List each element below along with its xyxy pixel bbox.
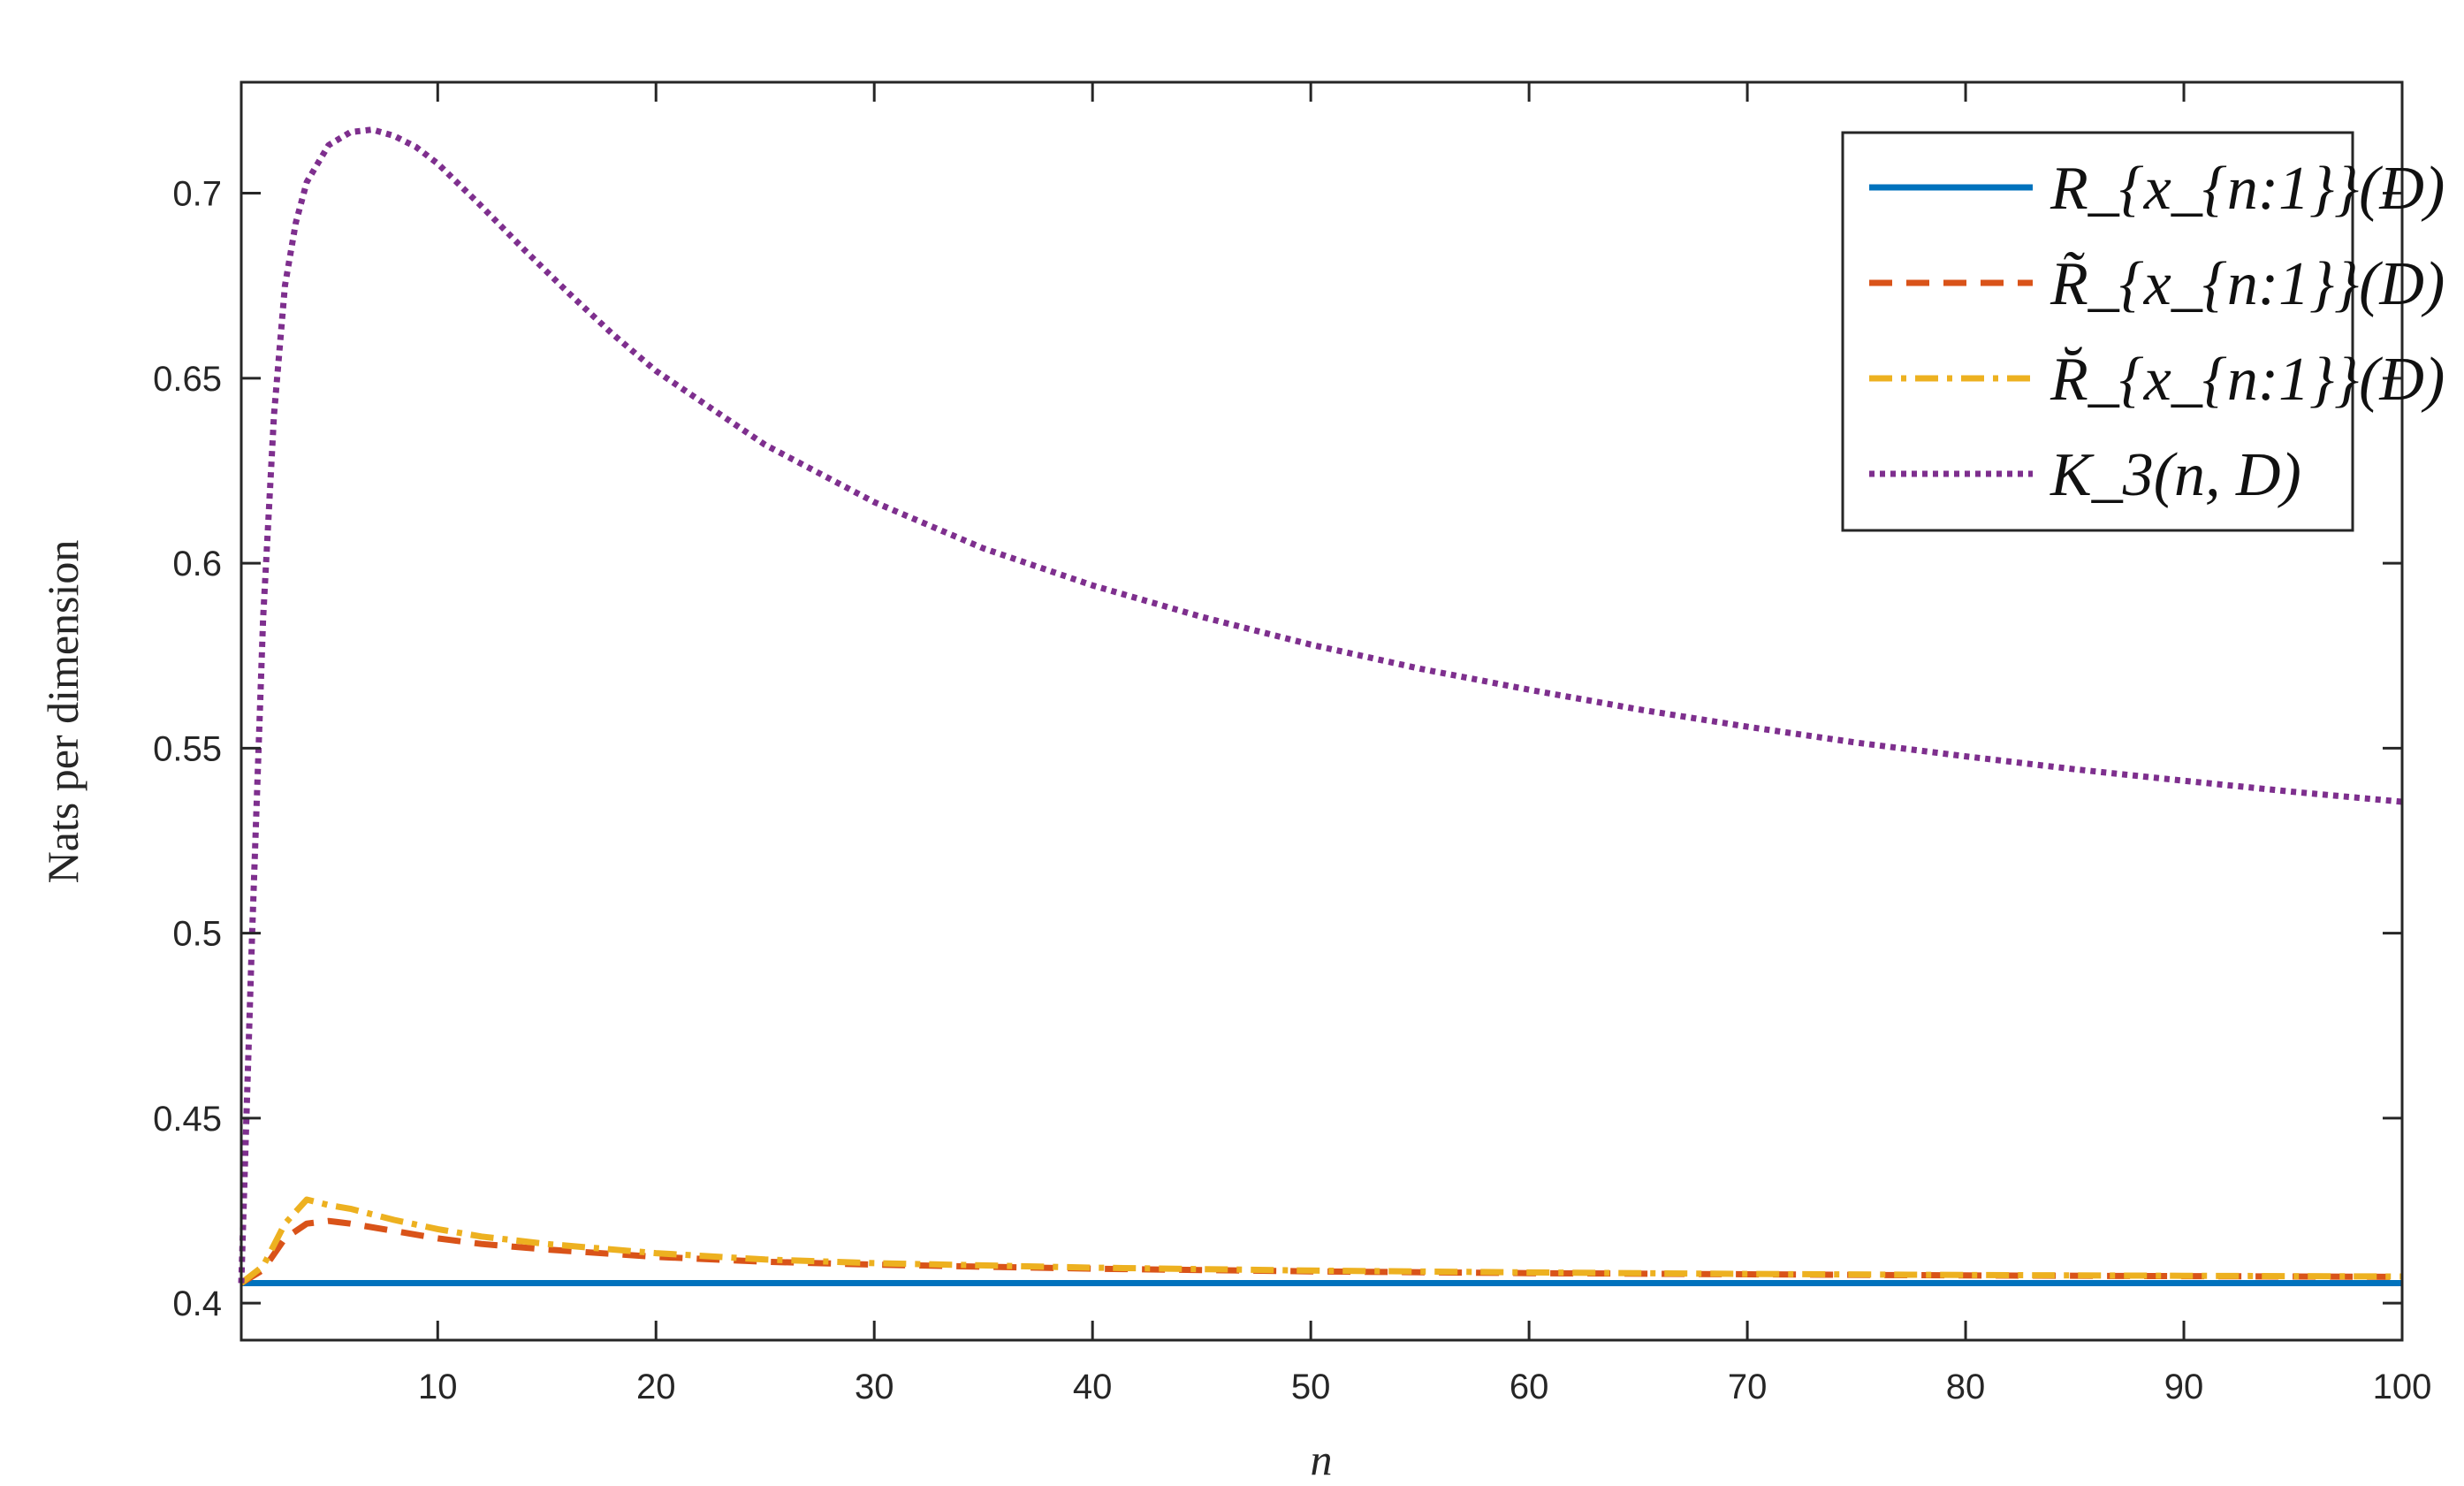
x-axis-label: n — [1311, 1435, 1333, 1484]
x-tick-label: 60 — [1510, 1368, 1549, 1406]
x-tick-label: 40 — [1073, 1368, 1113, 1406]
y-tick-label: 0.55 — [153, 729, 222, 768]
series-line-3 — [238, 126, 2403, 1284]
x-tick-label: 10 — [418, 1368, 458, 1406]
legend-label-3: K_3(n, D) — [2050, 441, 2301, 509]
x-tick-label: 80 — [1946, 1368, 1986, 1406]
x-tick-label: 100 — [2373, 1368, 2432, 1406]
x-tick-label: 20 — [636, 1368, 676, 1406]
series-layer — [238, 126, 2403, 1286]
ticks-layer: 10 20 30 40 50 60 70 80 90 100 0.4 0.45 0.5 0.55 0.6 0.… — [153, 82, 2431, 1406]
y-tick-label: 0.45 — [153, 1100, 222, 1139]
series-line-2 — [239, 1196, 2403, 1286]
y-tick-label: 0.6 — [172, 545, 222, 583]
x-tick-label: 50 — [1291, 1368, 1331, 1406]
x-tick-label: 70 — [1728, 1368, 1768, 1406]
legend-label-1: R̃_{x_{n:1}}(D) — [2050, 250, 2445, 318]
legend-label-0: R_{x_{n:1}}(D) — [2050, 155, 2445, 223]
axes-box — [240, 80, 2404, 1342]
y-tick-label: 0.65 — [153, 360, 222, 399]
legend-box — [1841, 131, 2354, 532]
y-tick-label: 0.7 — [172, 175, 222, 214]
y-tick-label: 0.4 — [172, 1284, 222, 1323]
legend: R_{x_{n:1}}(D) R̃_{x_{n:1}}(D) R̆_{x_{n:… — [1841, 131, 2445, 532]
x-tick-label: 90 — [2164, 1368, 2204, 1406]
legend-label-2: R̆_{x_{n:1}}(D) — [2050, 346, 2445, 414]
y-tick-label: 0.5 — [172, 915, 222, 954]
x-tick-label: 30 — [855, 1368, 894, 1406]
y-axis-label: Nats per dimension — [38, 540, 87, 884]
